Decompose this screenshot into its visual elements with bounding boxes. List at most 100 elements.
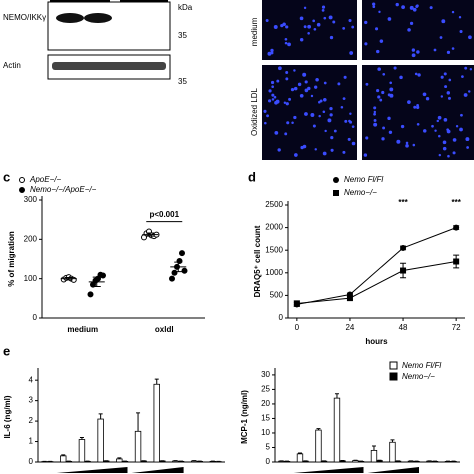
bar xyxy=(302,460,309,463)
bar xyxy=(134,430,142,463)
annotation: *** xyxy=(451,198,461,207)
nucleus xyxy=(310,113,315,117)
nucleus xyxy=(452,138,457,142)
nucleus xyxy=(446,91,451,95)
nucleus xyxy=(412,143,416,147)
point xyxy=(181,267,188,274)
nucleus xyxy=(312,19,316,23)
dose-wedge xyxy=(56,467,128,473)
nucleus xyxy=(276,79,280,83)
line xyxy=(296,227,457,305)
error-bar xyxy=(64,276,73,281)
nucleus xyxy=(373,106,377,110)
row-label: Oxidized LDL xyxy=(250,87,259,136)
legend-label: Nemo−/− xyxy=(402,372,435,381)
bar xyxy=(97,418,104,463)
nucleus xyxy=(459,127,463,132)
nucleus xyxy=(429,6,433,10)
nucleus xyxy=(422,92,427,97)
bar xyxy=(444,461,452,463)
nucleus xyxy=(303,6,307,10)
bar xyxy=(172,460,179,463)
nucleus xyxy=(304,88,309,93)
nucleus xyxy=(310,94,314,98)
bar xyxy=(65,460,73,463)
x-tick-label: oxldl xyxy=(155,325,174,334)
nucleus xyxy=(387,17,392,21)
y-tick-label: 0 xyxy=(266,457,271,466)
bar xyxy=(315,429,322,463)
bar xyxy=(450,461,457,463)
nucleus xyxy=(378,10,381,14)
nucleus xyxy=(447,96,451,100)
nucleus xyxy=(315,77,319,82)
x-tick-label: 0 xyxy=(295,323,300,332)
error-bar xyxy=(146,232,155,237)
nucleus xyxy=(440,95,444,98)
nucleus xyxy=(271,85,274,89)
nucleus xyxy=(415,4,419,8)
nucleus xyxy=(314,85,318,89)
image xyxy=(262,65,357,160)
nucleus xyxy=(332,20,336,24)
nucleus xyxy=(451,10,455,14)
y-tick-label: 15 xyxy=(261,414,270,423)
marker xyxy=(293,300,300,307)
nucleus xyxy=(365,82,369,86)
nucleus xyxy=(447,154,450,158)
nucleus xyxy=(388,130,393,135)
nucleus xyxy=(396,139,401,144)
nucleus xyxy=(364,20,368,25)
image xyxy=(362,65,474,160)
nucleus xyxy=(318,114,321,118)
nucleus xyxy=(411,48,416,52)
nucleus xyxy=(268,89,272,93)
nucleus xyxy=(304,112,308,116)
nucleus xyxy=(372,5,376,9)
blot-marker: 35 xyxy=(178,77,187,86)
nucleus xyxy=(399,75,403,80)
nucleus xyxy=(285,77,289,81)
nucleus xyxy=(285,102,289,106)
nucleus xyxy=(282,22,286,27)
nucleus xyxy=(405,141,409,145)
nucleus xyxy=(363,153,368,157)
nucleus xyxy=(270,51,274,55)
row-label: medium xyxy=(250,17,259,46)
error-bar xyxy=(174,261,183,273)
nucleus xyxy=(379,98,383,102)
nucleus xyxy=(464,66,468,70)
nucleus xyxy=(322,151,327,156)
bar xyxy=(426,460,433,463)
nucleus xyxy=(376,49,380,54)
nucleus xyxy=(442,140,447,145)
nucleus xyxy=(393,66,397,70)
band xyxy=(84,13,112,23)
annotation: p<0.001 xyxy=(149,210,179,219)
nucleus xyxy=(468,90,471,93)
nucleus xyxy=(458,16,462,19)
bar xyxy=(209,460,217,463)
microscopy xyxy=(262,0,474,160)
dose-wedge xyxy=(367,467,419,473)
nucleus xyxy=(431,124,434,128)
nucleus xyxy=(273,95,277,99)
band xyxy=(52,62,166,70)
nucleus xyxy=(438,134,441,138)
nucleus xyxy=(268,99,272,103)
y-tick-label: 1 xyxy=(29,437,34,446)
bar xyxy=(159,460,166,463)
bar xyxy=(339,460,346,463)
legend-marker xyxy=(19,177,25,183)
bar xyxy=(84,460,91,463)
nucleus xyxy=(463,93,468,97)
x-tick-label: medium xyxy=(67,325,98,334)
nucleus xyxy=(299,93,304,98)
nucleus xyxy=(377,67,381,71)
bar xyxy=(153,383,160,463)
point xyxy=(87,291,94,298)
nucleus xyxy=(264,121,267,125)
error-bar xyxy=(154,378,159,385)
legend-swatch xyxy=(389,372,398,381)
nucleus xyxy=(414,72,418,76)
